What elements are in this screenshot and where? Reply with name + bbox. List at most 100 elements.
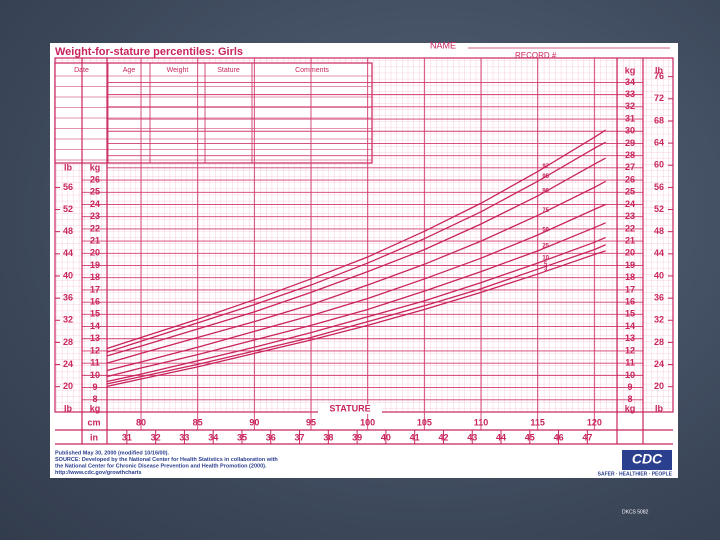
y2-tick-label: 16 xyxy=(625,297,635,307)
lb-tick-label: 28 xyxy=(63,337,73,347)
percentile-label: 50 xyxy=(542,228,549,234)
x-tick-label: 80 xyxy=(136,417,146,427)
y-tick-label: 8 xyxy=(92,394,97,404)
y-unit: kg xyxy=(625,403,636,413)
lb-tick-label: 24 xyxy=(63,359,73,369)
x-tick-label: 110 xyxy=(474,417,489,427)
lb-tick-label: 72 xyxy=(654,93,664,103)
y2-tick-label: 29 xyxy=(625,138,635,148)
y2-tick-label: 32 xyxy=(625,101,635,111)
lb-tick-label: 24 xyxy=(654,359,664,369)
percentile-label: 25 xyxy=(542,243,549,249)
table-header: Weight xyxy=(167,67,189,74)
y-tick-label: 15 xyxy=(90,309,100,319)
x2-tick-label: 31 xyxy=(122,432,132,442)
x-tick-label: 120 xyxy=(587,417,602,427)
y-tick-label: 20 xyxy=(90,248,100,258)
percentile-label: 5 xyxy=(544,262,548,268)
cdc-logo xyxy=(622,450,672,470)
lb-tick-label: 32 xyxy=(654,315,664,325)
x2-tick-label: 45 xyxy=(525,432,535,442)
y2-tick-label: 34 xyxy=(625,77,635,87)
y2-tick-label: 33 xyxy=(625,89,635,99)
lb-tick-label: 32 xyxy=(63,315,73,325)
lb-tick-label: 60 xyxy=(654,160,664,170)
table-header: Age xyxy=(123,67,136,74)
percentile-curve xyxy=(106,236,606,383)
x2-tick-label: 39 xyxy=(352,432,362,442)
percentile-label: 95 xyxy=(542,174,549,180)
name-label: NAME xyxy=(430,40,456,50)
lb-tick-label: 76 xyxy=(654,71,664,81)
y2-tick-label: 30 xyxy=(625,126,635,136)
lb-unit: lb xyxy=(655,403,664,413)
x2-tick-label: 43 xyxy=(467,432,477,442)
y-tick-label: 16 xyxy=(90,297,100,307)
x-unit: cm xyxy=(87,417,100,427)
x2-tick-label: 34 xyxy=(208,432,218,442)
cdc-logo-text: CDC xyxy=(632,451,663,467)
source-line: Published May 30, 2000 (modified 10/16/0… xyxy=(55,450,169,456)
y2-tick-label: 28 xyxy=(625,150,635,160)
y-tick-label: 9 xyxy=(92,382,97,392)
lb-tick-label: 40 xyxy=(654,270,664,280)
y2-tick-label: 24 xyxy=(625,199,635,209)
x2-tick-label: 42 xyxy=(438,432,448,442)
lb-unit: lb xyxy=(64,162,73,172)
table-header: Comments xyxy=(295,67,329,74)
lb-tick-label: 56 xyxy=(654,182,664,192)
y-unit: kg xyxy=(90,403,101,413)
x-tick-label: 105 xyxy=(417,417,432,427)
y-tick-label: 10 xyxy=(90,370,100,380)
x2-tick-label: 35 xyxy=(237,432,247,442)
record-label: RECORD # xyxy=(515,51,557,60)
percentile-curve xyxy=(106,244,606,385)
y-tick-label: 11 xyxy=(90,358,100,368)
y-tick-label: 14 xyxy=(90,321,100,331)
y2-tick-label: 10 xyxy=(625,370,635,380)
lb-tick-label: 48 xyxy=(654,226,664,236)
y2-tick-label: 23 xyxy=(625,211,635,221)
y-tick-label: 26 xyxy=(90,174,100,184)
lb-tick-label: 56 xyxy=(63,182,73,192)
percentile-curve xyxy=(106,180,606,364)
x2-tick-label: 32 xyxy=(151,432,161,442)
percentile-curve xyxy=(106,141,606,353)
x-tick-label: 90 xyxy=(249,417,259,427)
y2-tick-label: 8 xyxy=(627,394,632,404)
lb-tick-label: 20 xyxy=(63,381,73,391)
footer-band xyxy=(50,448,678,478)
x2-tick-label: 33 xyxy=(179,432,189,442)
chart-title: Weight-for-stature percentiles: Girls xyxy=(55,46,243,58)
y2-tick-label: 27 xyxy=(625,162,635,172)
x2-unit: in xyxy=(90,432,98,442)
y2-tick-label: 21 xyxy=(625,235,635,245)
source-line: SOURCE: Developed by the National Center… xyxy=(55,457,278,463)
percentile-curve xyxy=(106,129,607,350)
lb-tick-label: 52 xyxy=(654,204,664,214)
record-table: DateAgeWeightStatureComments xyxy=(54,62,373,164)
percentile-curve xyxy=(106,203,606,372)
x2-tick-label: 37 xyxy=(295,432,305,442)
lb-tick-label: 68 xyxy=(654,115,664,125)
source-notes: Published May 30, 2000 (modified 10/16/0… xyxy=(55,450,278,476)
lb-tick-label: 20 xyxy=(654,381,664,391)
y-tick-label: 18 xyxy=(90,272,100,282)
x2-tick-label: 40 xyxy=(381,432,391,442)
y-tick-label: 23 xyxy=(90,211,100,221)
y-unit: kg xyxy=(625,65,636,75)
lb-tick-label: 40 xyxy=(63,270,73,280)
y2-tick-label: 26 xyxy=(625,174,635,184)
table-header: Stature xyxy=(217,67,240,74)
percentile-curve xyxy=(106,157,606,357)
percentile-curve xyxy=(106,250,606,388)
y-tick-label: 17 xyxy=(90,284,100,294)
lb-tick-label: 44 xyxy=(654,248,664,258)
x-tick-label: 95 xyxy=(306,417,316,427)
lb-tick-label: 52 xyxy=(63,204,73,214)
x2-tick-label: 44 xyxy=(496,432,506,442)
y-tick-label: 25 xyxy=(90,187,100,197)
lb-tick-label: 36 xyxy=(654,292,664,302)
